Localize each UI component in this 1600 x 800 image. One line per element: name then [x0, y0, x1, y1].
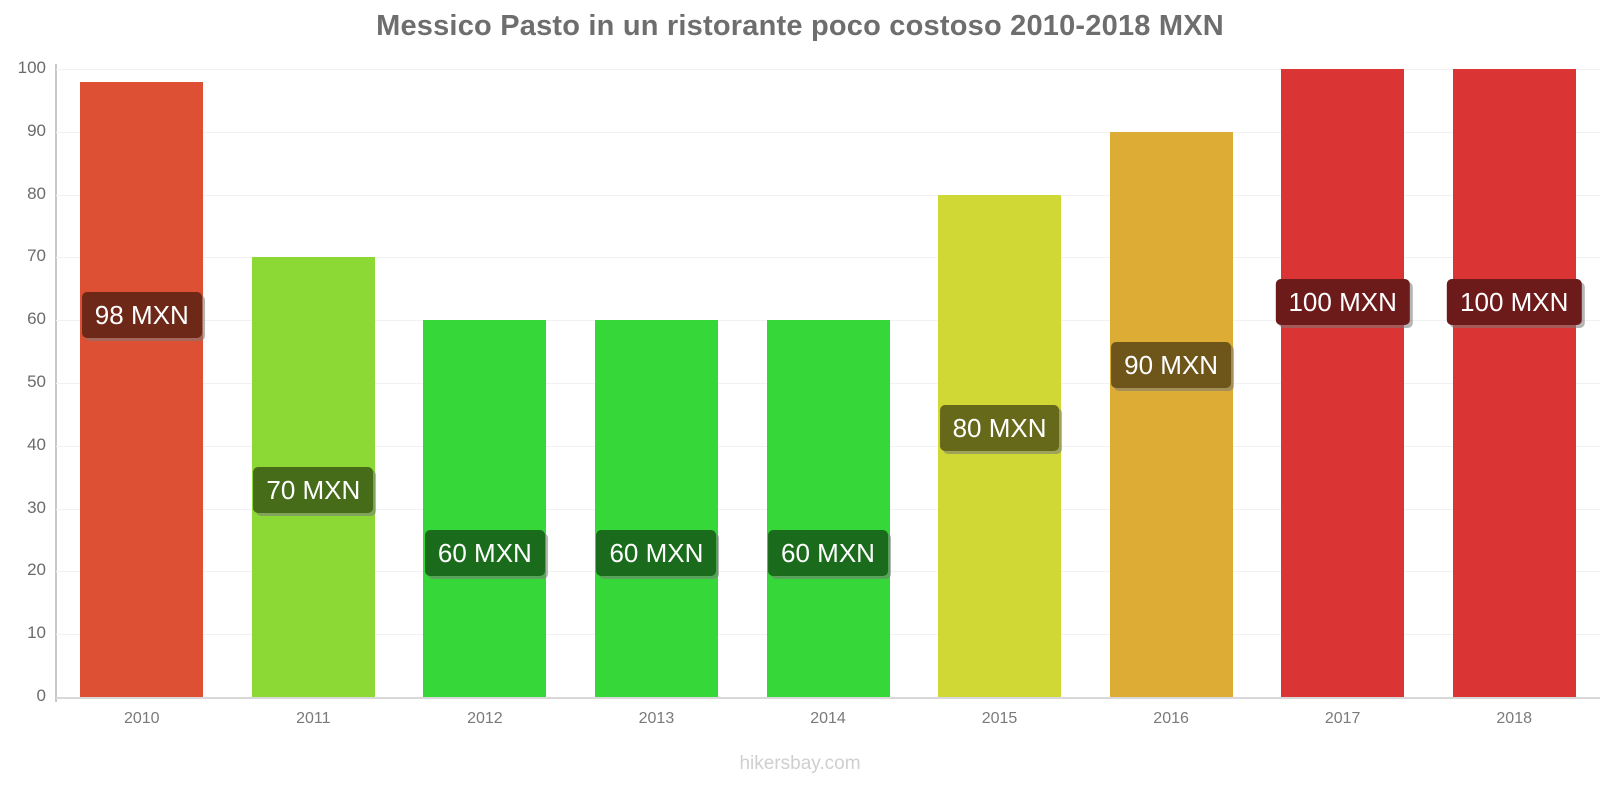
y-tick-label: 50: [27, 372, 46, 391]
y-tick-label: 70: [27, 246, 46, 266]
x-tick-label: 2016: [1153, 710, 1189, 727]
bar[interactable]: [80, 81, 204, 697]
bar-value-label: 90 MXN: [1111, 341, 1232, 388]
y-tick-label: 90: [27, 120, 46, 140]
bar-value-label: 100 MXN: [1275, 279, 1410, 325]
bar[interactable]: [1281, 69, 1405, 697]
gridline: [56, 194, 1600, 196]
gridline: [56, 131, 1600, 133]
bar[interactable]: [1109, 131, 1233, 697]
bar[interactable]: [423, 320, 547, 697]
gridline: [56, 257, 1600, 259]
bar-value-label: 70 MXN: [253, 467, 374, 514]
x-tick-label: 2011: [296, 710, 331, 727]
bar-value-label: 98 MXN: [81, 291, 202, 338]
bar-value-label: 60 MXN: [424, 530, 545, 577]
x-tick-label: 2012: [467, 710, 503, 727]
y-tick-label: 60: [27, 309, 46, 329]
bar[interactable]: [766, 320, 890, 697]
footer-credit: hikersbay.com: [739, 753, 861, 774]
x-tick-label: 2014: [810, 710, 846, 727]
bar[interactable]: [594, 320, 718, 697]
bar-value-label: 60 MXN: [596, 530, 717, 577]
x-tick-label: 2017: [1324, 710, 1361, 727]
y-tick-label: 10: [27, 623, 46, 643]
x-tick-label: 2018: [1496, 710, 1532, 727]
y-tick-label: 40: [27, 434, 46, 454]
y-tick-label: 20: [27, 560, 46, 580]
x-tick-label: 2010: [123, 710, 160, 727]
bar[interactable]: [1452, 69, 1576, 697]
y-tick-label: 30: [27, 497, 46, 517]
x-axis-baseline: [56, 697, 1600, 699]
x-tick-label: 2013: [638, 710, 675, 727]
gridline: [56, 69, 1600, 70]
chart-title: Messico Pasto in un ristorante poco cost…: [376, 10, 1224, 42]
x-tick-label: 2015: [981, 710, 1018, 727]
y-tick-label: 100: [17, 58, 46, 77]
bar-value-label: 80 MXN: [939, 404, 1060, 451]
bar-value-label: 60 MXN: [768, 530, 888, 577]
plot-area: 98 MXN 70 MXN 60 MXN 60 MXN 60 MXN 80 MXN 90 M…: [56, 69, 1600, 699]
y-tick-label: 80: [27, 183, 46, 203]
bar-value-label: 100 MXN: [1447, 279, 1582, 325]
y-tick-label: 0: [36, 686, 46, 705]
